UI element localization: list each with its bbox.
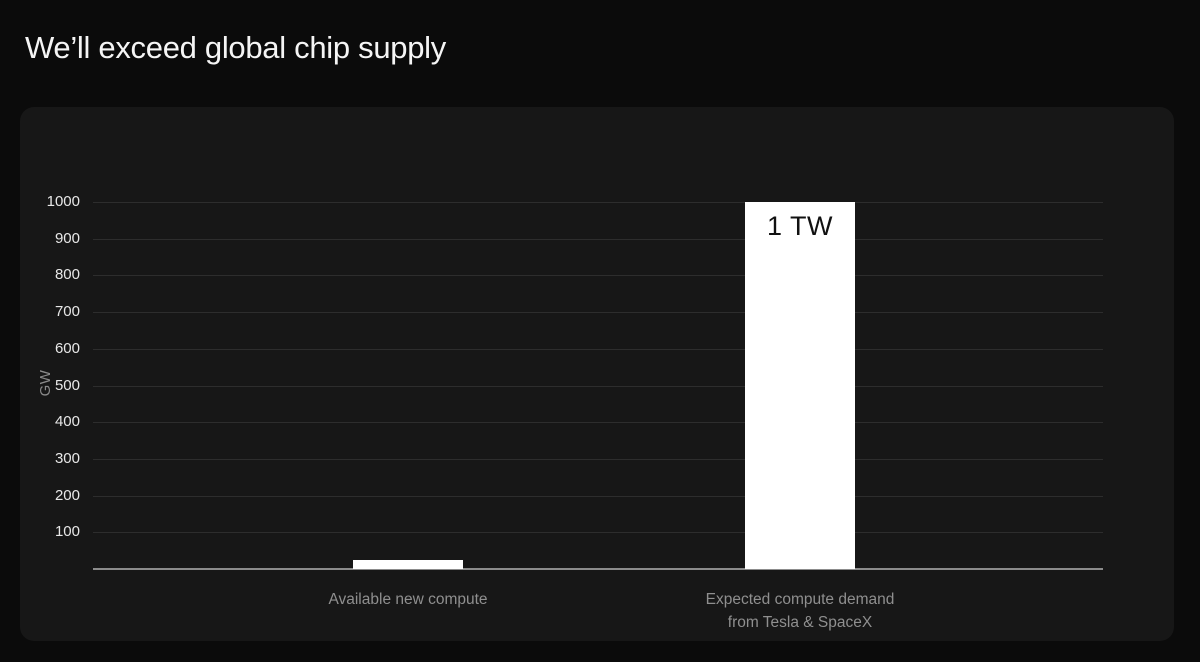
- y-tick-label: 400: [54, 413, 80, 431]
- x-category-label-line: Expected compute demand: [705, 591, 895, 608]
- gridline: [93, 275, 1103, 277]
- y-tick-label: 900: [54, 229, 80, 247]
- y-tick-label: 500: [54, 376, 80, 394]
- gridline: [93, 422, 1103, 424]
- y-tick-label: 600: [54, 339, 80, 357]
- y-tick-label: 800: [54, 266, 80, 284]
- gridline: [93, 385, 1103, 387]
- y-tick-label: 700: [54, 303, 80, 321]
- y-tick-label: 300: [54, 449, 80, 467]
- page-title: We’ll exceed global chip supply: [25, 30, 446, 65]
- y-tick-label: 200: [54, 486, 80, 504]
- chart-panel: GW 100 200 300 400 500 600 700 800 900 1000 Availa…: [20, 107, 1174, 641]
- bar-value-label: 1 TW: [766, 211, 833, 241]
- gridline: [93, 458, 1103, 460]
- x-category-label-line: from Tesla & SpaceX: [727, 614, 873, 631]
- gridline: [93, 312, 1103, 314]
- x-category-label-line: Available new compute: [328, 591, 488, 608]
- y-tick-label: 1000: [46, 193, 80, 210]
- gridline: [93, 238, 1103, 240]
- gridline: [93, 202, 1103, 203]
- y-tick-label: 100: [54, 523, 80, 541]
- chart-bar-1: 1 TW: [745, 202, 855, 569]
- x-category-label-0: Available new compute: [238, 588, 578, 611]
- gridline: [93, 532, 1103, 534]
- chart-bar-0: [353, 560, 463, 569]
- gridline: [93, 348, 1103, 350]
- x-category-label-1: Expected compute demand from Tesla & Spac…: [630, 588, 970, 634]
- x-axis-line: [93, 568, 1103, 570]
- gridline: [93, 495, 1103, 497]
